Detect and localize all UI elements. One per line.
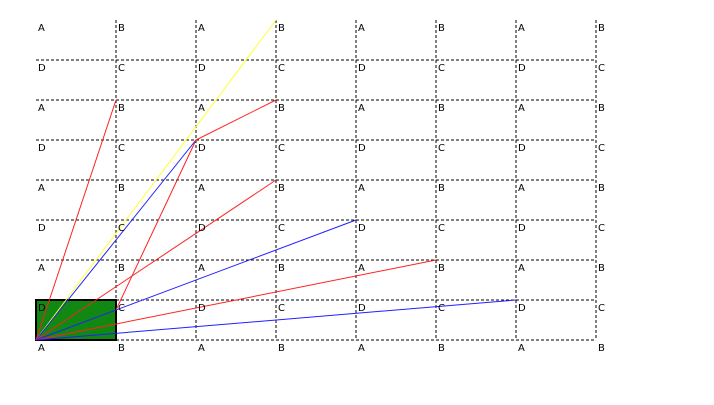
grid xyxy=(36,20,597,341)
cell-label: A xyxy=(358,183,365,194)
cell-label: B xyxy=(598,103,605,114)
cell-label: B xyxy=(598,343,605,354)
cell-label: C xyxy=(118,63,125,74)
cell-label: A xyxy=(38,183,45,194)
cell-label: B xyxy=(118,183,125,194)
cell-label: D xyxy=(358,303,366,314)
red-line xyxy=(35,99,117,341)
cell-label: C xyxy=(438,303,445,314)
cell-label: A xyxy=(38,103,45,114)
cell-label: A xyxy=(198,343,205,354)
cell-label: D xyxy=(198,63,206,74)
cell-label: C xyxy=(598,143,605,154)
cell-label: C xyxy=(278,143,285,154)
cell-label: D xyxy=(518,303,526,314)
cell-label: B xyxy=(278,23,285,34)
cell-labels: A B A B A B A B D C D C D C D C A B A B A B A B D C D C D C D C A B A B A B A B… xyxy=(38,23,605,354)
cell-label: B xyxy=(278,343,285,354)
cell-label: C xyxy=(118,303,125,314)
cell-label: D xyxy=(38,143,46,154)
cell-label: B xyxy=(438,343,445,354)
cell-label: C xyxy=(278,63,285,74)
cell-label: A xyxy=(518,183,525,194)
cell-label: A xyxy=(518,343,525,354)
cell-label: D xyxy=(358,63,366,74)
cell-label: B xyxy=(598,23,605,34)
cell-label: D xyxy=(198,143,206,154)
cell-label: C xyxy=(118,223,125,234)
vectors xyxy=(35,19,517,341)
cell-label: D xyxy=(518,223,526,234)
cell-label: B xyxy=(278,183,285,194)
cell-label: A xyxy=(198,23,205,34)
cell-label: A xyxy=(198,183,205,194)
cell-label: B xyxy=(438,103,445,114)
cell-label: C xyxy=(278,303,285,314)
cell-label: B xyxy=(438,183,445,194)
cell-label: C xyxy=(598,63,605,74)
cell-label: C xyxy=(278,223,285,234)
cell-label: C xyxy=(598,303,605,314)
cell-label: A xyxy=(358,103,365,114)
cell-label: D xyxy=(38,303,46,314)
cell-label: D xyxy=(198,303,206,314)
yellow-line xyxy=(35,19,277,341)
cell-label: B xyxy=(598,263,605,274)
cell-label: A xyxy=(518,23,525,34)
cell-label: A xyxy=(198,103,205,114)
cell-label: A xyxy=(38,263,45,274)
blue-line xyxy=(35,299,517,341)
cell-label: B xyxy=(278,103,285,114)
cell-label: D xyxy=(358,143,366,154)
cell-label: A xyxy=(358,263,365,274)
cell-label: B xyxy=(118,263,125,274)
cell-label: B xyxy=(438,23,445,34)
red-line xyxy=(35,179,277,341)
cell-label: A xyxy=(38,343,45,354)
cell-label: D xyxy=(518,63,526,74)
cell-label: A xyxy=(38,23,45,34)
cell-label: A xyxy=(518,103,525,114)
cell-label: D xyxy=(198,223,206,234)
cell-label: B xyxy=(118,103,125,114)
cell-label: A xyxy=(358,343,365,354)
cell-label: A xyxy=(358,23,365,34)
cell-label: C xyxy=(118,143,125,154)
blue-line xyxy=(35,219,357,341)
red-line xyxy=(35,259,437,341)
green-box xyxy=(35,299,117,341)
cell-label: B xyxy=(598,183,605,194)
cell-label: B xyxy=(118,23,125,34)
cell-label: C xyxy=(598,223,605,234)
cell-label: C xyxy=(438,223,445,234)
cell-label: D xyxy=(38,63,46,74)
cell-label: B xyxy=(438,263,445,274)
cell-label: C xyxy=(438,143,445,154)
red-line xyxy=(115,139,197,311)
cell-label: B xyxy=(278,263,285,274)
cell-label: D xyxy=(38,223,46,234)
cell-label: B xyxy=(118,343,125,354)
blue-line xyxy=(35,139,197,341)
cell-label: A xyxy=(198,263,205,274)
cell-label: D xyxy=(518,143,526,154)
cell-label: A xyxy=(518,263,525,274)
cell-label: C xyxy=(438,63,445,74)
cell-label: D xyxy=(358,223,366,234)
red-line xyxy=(195,99,277,141)
